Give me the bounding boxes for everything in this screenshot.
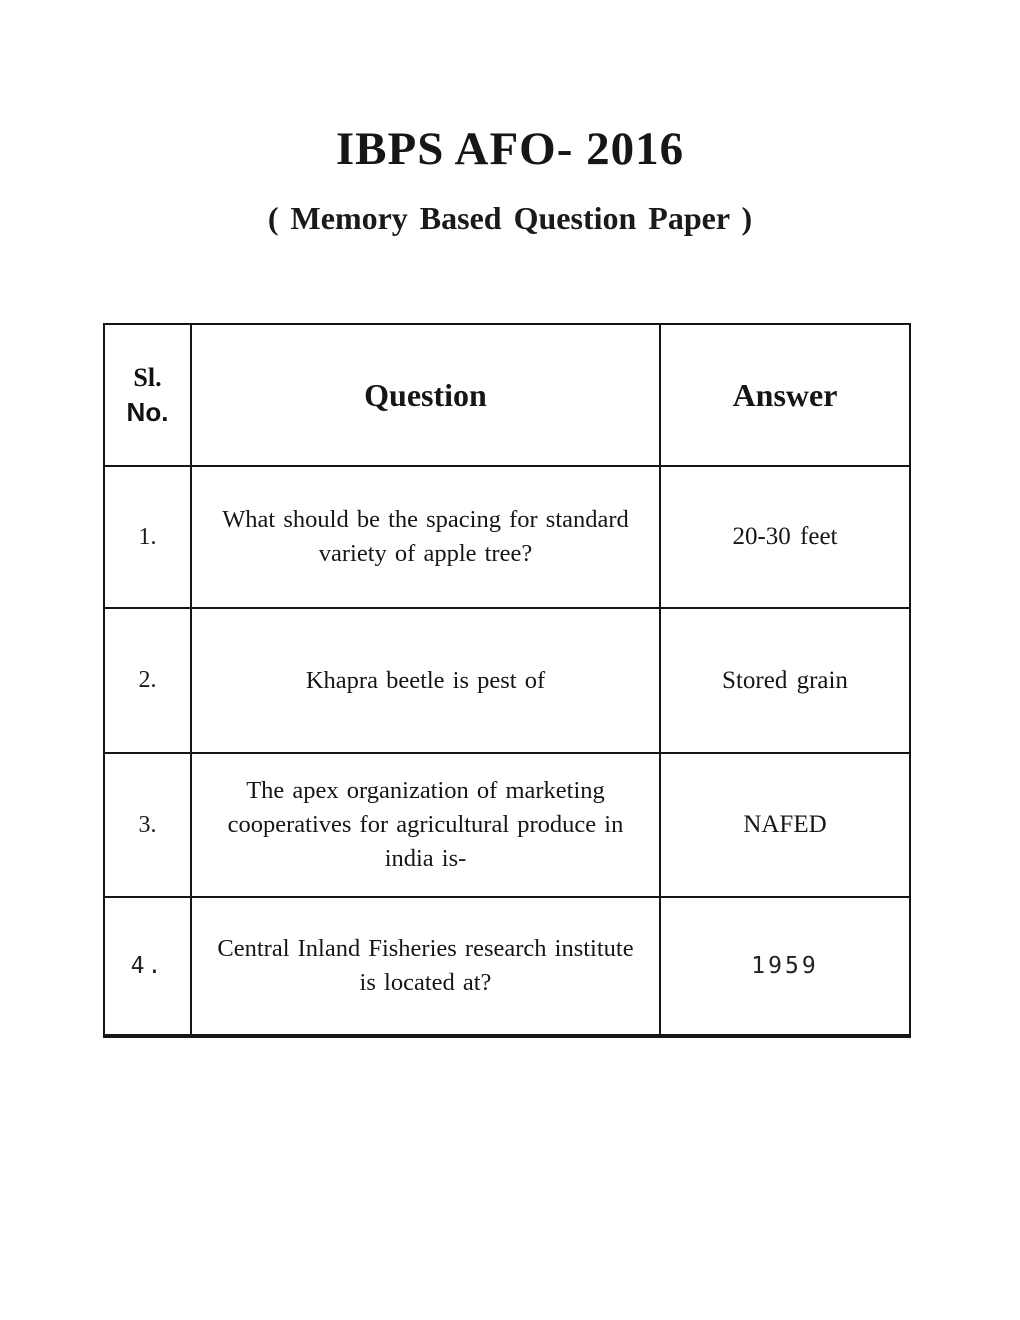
- row-sl-number: 4.: [130, 953, 165, 979]
- table-row: 3. The apex organization of marketing co…: [105, 752, 909, 896]
- header-sl-line2: No.: [126, 397, 169, 427]
- question-answer-table: Sl. No. Question Answer 1. What should b…: [103, 323, 911, 1038]
- row-answer: 20-30 feet: [659, 467, 909, 607]
- table-row: 4. Central Inland Fisheries research ins…: [105, 896, 909, 1034]
- row-question: Central Inland Fisheries research instit…: [190, 898, 659, 1034]
- header-sl-line1: Sl.: [133, 362, 162, 392]
- row-sl-number: 1.: [138, 523, 157, 550]
- row-sl-number: 3.: [138, 811, 157, 838]
- header-question: Question: [190, 325, 659, 465]
- header-sl-no: Sl. No.: [105, 325, 190, 465]
- row-question: What should be the spacing for standard …: [190, 467, 659, 607]
- row-answer: NAFED: [659, 754, 909, 896]
- header-answer: Answer: [659, 325, 909, 465]
- row-sl-number: 2.: [138, 667, 157, 693]
- row-question: Khapra beetle is pest of: [190, 609, 659, 752]
- row-answer: 1959: [659, 898, 909, 1034]
- document-title: IBPS AFO- 2016: [335, 123, 685, 175]
- table-row: 1. What should be the spacing for standa…: [105, 465, 909, 607]
- document-subtitle: ( Memory Based Question Paper ): [267, 200, 753, 236]
- row-answer: Stored grain: [659, 609, 909, 752]
- row-question: The apex organization of marketing coope…: [190, 754, 659, 896]
- table-header-row: Sl. No. Question Answer: [105, 325, 909, 465]
- table-row: 2. Khapra beetle is pest of Stored grain: [105, 607, 909, 752]
